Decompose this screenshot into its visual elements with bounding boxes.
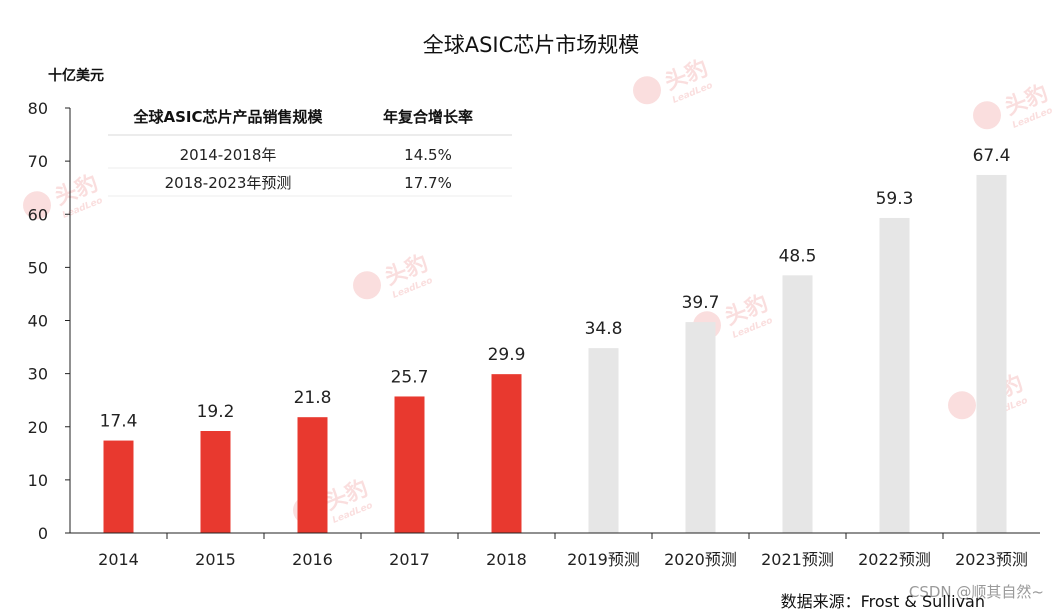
value-label: 19.2 [197,402,235,422]
category-label: 2021预测 [761,550,834,569]
y-tick-label: 10 [28,471,48,490]
table-row-2-period: 2018-2023年预测 [165,174,292,192]
value-label: 21.8 [294,388,332,408]
logo-emblem-icon [633,76,662,105]
y-tick-label: 50 [28,258,48,277]
bar-2014 [103,440,134,533]
bar-2023预测 [976,174,1007,533]
source-note: 数据来源：Frost & Sullivan [781,592,985,611]
y-tick-label: 70 [28,152,48,171]
logo-emblem-icon [973,101,1002,130]
bar-2021预测 [782,275,813,533]
y-axis: 0 10 20 30 40 50 60 70 80 [28,99,70,543]
y-tick-label: 40 [28,312,48,331]
value-label: 48.5 [779,246,817,266]
category-label: 2014 [98,550,139,569]
value-label: 59.3 [876,189,914,209]
value-label: 29.9 [488,345,526,365]
table-header-cagr: 年复合增长率 [383,108,473,126]
y-axis-unit-label: 十亿美元 [48,67,104,84]
table-header-product-scale: 全球ASIC芯片产品销售规模 [132,108,323,126]
bar-2019预测 [588,348,619,533]
value-label: 34.8 [585,319,623,339]
category-label: 2017 [389,550,430,569]
inset-table: 全球ASIC芯片产品销售规模 年复合增长率 2014-2018年 14.5% 2… [108,108,512,197]
bar-2015 [200,431,231,533]
value-label: 17.4 [100,412,138,432]
csdn-watermark: CSDN @顺其自然~ [909,583,1044,601]
logo-emblem-icon [948,391,977,420]
category-label: 2016 [292,550,333,569]
value-label: 39.7 [682,293,720,313]
category-label: 2020预测 [664,550,737,569]
category-label: 2022预测 [858,550,931,569]
logo-emblem-icon [353,271,382,300]
category-label: 2023预测 [955,550,1028,569]
bar-2016 [297,417,328,533]
chart-title: 全球ASIC芯片市场规模 [423,33,640,57]
y-tick-label: 80 [28,99,48,118]
bars: 17.4 2014 19.2 2015 21.8 2016 25.7 2017 29.9 2018… [98,146,1028,569]
y-tick-label: 60 [28,205,48,224]
category-label: 2018 [486,550,527,569]
category-label: 2019预测 [567,550,640,569]
bar-2020预测 [685,322,716,533]
logo-emblem-icon [23,191,52,220]
y-tick-label: 0 [38,524,48,543]
y-tick-label: 20 [28,418,48,437]
bar-2018 [491,374,522,533]
table-row-2-cagr: 17.7% [404,174,452,192]
bar-2022预测 [879,217,910,533]
bar-2017 [394,396,425,533]
table-row-1-cagr: 14.5% [404,146,452,164]
y-tick-label: 30 [28,365,48,384]
value-label: 67.4 [973,146,1011,166]
table-row-1-period: 2014-2018年 [180,146,277,164]
category-label: 2015 [195,550,236,569]
value-label: 25.7 [391,367,429,387]
